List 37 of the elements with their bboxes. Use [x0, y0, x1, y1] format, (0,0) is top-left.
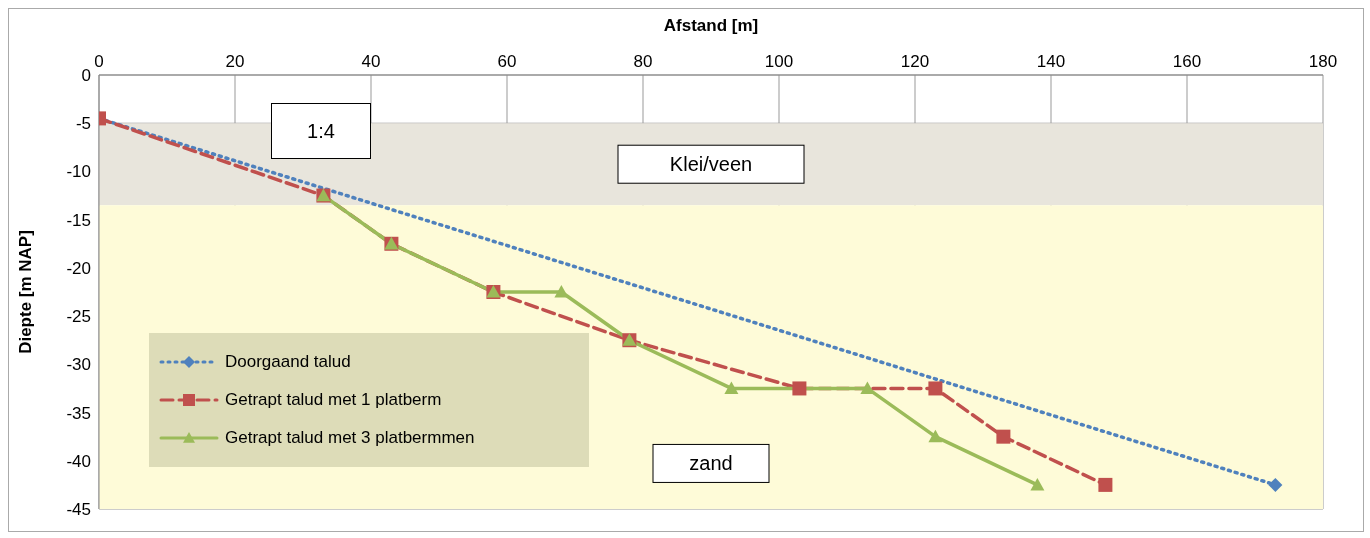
- point: [928, 381, 943, 396]
- x-tick-label: 160: [1172, 52, 1202, 71]
- y-axis-title: Diepte [m NAP]: [16, 230, 36, 354]
- band-label: Klei/veen: [669, 153, 753, 176]
- y-tick-label: -45: [66, 500, 91, 520]
- y-tick-label: -40: [66, 451, 91, 471]
- x-tick-label: 60: [497, 52, 517, 71]
- y-tick-label: -35: [66, 403, 91, 423]
- point: [792, 381, 807, 396]
- point: [1268, 477, 1283, 492]
- y-tick-label: -10: [66, 162, 91, 182]
- x-tick-label: 20: [225, 52, 245, 71]
- x-tick-label: 80: [633, 52, 653, 71]
- x-tick-label: 180: [1308, 52, 1338, 71]
- y-tick-label: -15: [66, 210, 91, 230]
- y-tick-label: -5: [75, 114, 91, 134]
- band-label: zand: [689, 452, 733, 475]
- x-tick-label: 120: [900, 52, 930, 71]
- x-tick-label: 40: [361, 52, 381, 71]
- x-tick-label: 140: [1036, 52, 1066, 71]
- legend-label: Getrapt talud met 3 platbermmen: [225, 428, 475, 448]
- point: [554, 285, 569, 298]
- y-tick-label: -30: [66, 355, 91, 375]
- point: [928, 429, 943, 443]
- y-tick-label: -25: [66, 307, 91, 327]
- point: [996, 429, 1011, 444]
- y-tick-label: -20: [66, 258, 91, 278]
- text-box: 1:4: [271, 103, 371, 159]
- legend-label: Doorgaand talud: [225, 352, 351, 372]
- point: [724, 381, 739, 395]
- y-tick-label: 0: [81, 66, 91, 86]
- x-tick-label: 100: [764, 52, 794, 71]
- x-axis-title: Afstand [m]: [663, 16, 759, 36]
- legend-label: Getrapt talud met 1 platberm: [225, 390, 442, 410]
- point: [1098, 477, 1113, 492]
- x-tick-label: 0: [94, 52, 104, 71]
- point: [1030, 477, 1045, 491]
